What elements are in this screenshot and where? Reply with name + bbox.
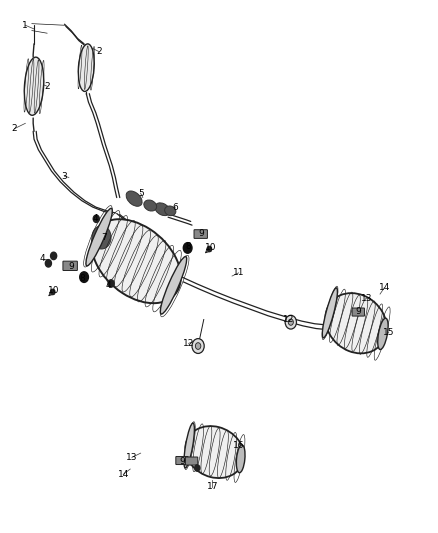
Text: 8: 8 bbox=[186, 242, 191, 251]
Circle shape bbox=[50, 289, 55, 295]
Text: 3: 3 bbox=[62, 172, 67, 181]
Text: 2: 2 bbox=[44, 82, 50, 91]
Text: 15: 15 bbox=[383, 328, 395, 337]
FancyBboxPatch shape bbox=[185, 457, 198, 465]
Text: 10: 10 bbox=[205, 243, 216, 252]
Ellipse shape bbox=[92, 225, 111, 249]
Circle shape bbox=[207, 246, 212, 252]
Circle shape bbox=[288, 319, 293, 325]
Ellipse shape bbox=[237, 445, 245, 473]
Circle shape bbox=[194, 465, 200, 471]
Ellipse shape bbox=[126, 191, 142, 206]
Text: 2: 2 bbox=[96, 47, 102, 56]
Text: 8: 8 bbox=[79, 273, 85, 282]
Text: 9: 9 bbox=[355, 307, 361, 316]
Text: 16: 16 bbox=[233, 441, 244, 450]
Text: 14: 14 bbox=[379, 283, 390, 292]
Text: 12: 12 bbox=[183, 339, 194, 348]
Text: 10: 10 bbox=[48, 286, 60, 295]
FancyBboxPatch shape bbox=[352, 308, 364, 316]
FancyBboxPatch shape bbox=[176, 456, 188, 465]
Circle shape bbox=[195, 343, 201, 349]
Text: 12: 12 bbox=[283, 315, 294, 324]
Text: 9: 9 bbox=[68, 262, 74, 271]
Text: 4: 4 bbox=[92, 214, 98, 223]
Ellipse shape bbox=[24, 57, 44, 115]
Ellipse shape bbox=[92, 219, 181, 303]
Text: 4: 4 bbox=[40, 254, 46, 263]
Ellipse shape bbox=[184, 423, 194, 468]
Text: 7: 7 bbox=[101, 233, 106, 242]
Ellipse shape bbox=[144, 200, 157, 211]
Text: 4: 4 bbox=[105, 280, 111, 289]
Circle shape bbox=[192, 338, 204, 353]
FancyBboxPatch shape bbox=[63, 261, 78, 270]
Text: 2: 2 bbox=[12, 124, 17, 133]
Circle shape bbox=[184, 243, 192, 253]
Text: 11: 11 bbox=[233, 268, 244, 277]
Circle shape bbox=[46, 260, 51, 267]
Ellipse shape bbox=[155, 203, 170, 216]
Circle shape bbox=[80, 272, 88, 282]
Text: 13: 13 bbox=[361, 294, 373, 303]
Ellipse shape bbox=[160, 256, 187, 314]
Ellipse shape bbox=[325, 293, 387, 353]
Text: 14: 14 bbox=[117, 470, 129, 479]
Text: 6: 6 bbox=[173, 203, 178, 212]
Text: 17: 17 bbox=[207, 482, 218, 491]
Circle shape bbox=[285, 316, 297, 329]
Ellipse shape bbox=[378, 318, 388, 350]
Ellipse shape bbox=[165, 206, 176, 216]
Text: 9: 9 bbox=[179, 457, 185, 466]
Ellipse shape bbox=[78, 44, 94, 92]
Text: 9: 9 bbox=[199, 229, 205, 238]
Ellipse shape bbox=[322, 288, 337, 338]
Text: 1: 1 bbox=[22, 21, 28, 30]
Circle shape bbox=[50, 252, 57, 260]
FancyBboxPatch shape bbox=[194, 230, 208, 238]
Circle shape bbox=[93, 215, 99, 222]
Text: 13: 13 bbox=[126, 453, 138, 462]
Circle shape bbox=[108, 280, 114, 287]
Ellipse shape bbox=[185, 426, 244, 478]
Text: 5: 5 bbox=[138, 189, 144, 198]
Ellipse shape bbox=[86, 208, 112, 266]
